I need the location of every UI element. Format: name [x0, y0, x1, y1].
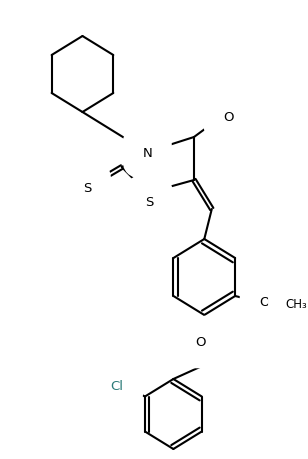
- Text: N: N: [142, 146, 152, 159]
- Text: O: O: [260, 295, 270, 308]
- Text: S: S: [83, 181, 91, 194]
- Text: S: S: [145, 195, 153, 208]
- Text: CH₃: CH₃: [286, 298, 307, 311]
- Text: O: O: [223, 110, 233, 123]
- Text: O: O: [195, 336, 206, 349]
- Text: Cl: Cl: [110, 379, 123, 392]
